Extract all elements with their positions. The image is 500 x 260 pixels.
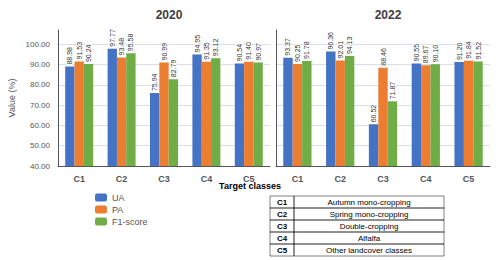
svg-text:93.12: 93.12 xyxy=(212,39,219,57)
svg-text:94.13: 94.13 xyxy=(346,37,353,55)
svg-text:C2: C2 xyxy=(334,174,346,184)
svg-text:90.99: 90.99 xyxy=(161,43,168,61)
svg-text:80.00: 80.00 xyxy=(30,80,51,89)
svg-text:C5: C5 xyxy=(243,174,255,184)
svg-text:91.35: 91.35 xyxy=(203,42,210,60)
svg-text:Double-cropping: Double-cropping xyxy=(340,222,399,231)
svg-text:C4: C4 xyxy=(201,174,213,184)
svg-text:90.97: 90.97 xyxy=(255,43,262,61)
svg-text:90.10: 90.10 xyxy=(432,45,439,63)
svg-text:Target classes: Target classes xyxy=(219,180,281,191)
svg-text:C4: C4 xyxy=(277,234,288,243)
svg-text:Value (%): Value (%) xyxy=(7,79,17,118)
svg-text:C5: C5 xyxy=(463,174,475,184)
svg-text:Other landcover classes: Other landcover classes xyxy=(326,246,412,255)
svg-text:100.00: 100.00 xyxy=(26,40,51,49)
svg-text:92.01: 92.01 xyxy=(337,41,344,59)
svg-text:91.78: 91.78 xyxy=(303,41,310,59)
svg-text:C3: C3 xyxy=(277,222,288,231)
svg-text:88.98: 88.98 xyxy=(66,47,73,65)
svg-text:91.53: 91.53 xyxy=(76,42,83,60)
svg-text:97.77: 97.77 xyxy=(109,29,116,47)
svg-text:PA: PA xyxy=(112,205,123,215)
svg-text:94.95: 94.95 xyxy=(194,35,201,53)
svg-text:91.84: 91.84 xyxy=(465,41,472,59)
svg-text:C1: C1 xyxy=(277,198,288,207)
svg-text:60.52: 60.52 xyxy=(370,105,377,123)
svg-text:C5: C5 xyxy=(277,246,288,255)
svg-text:82.79: 82.79 xyxy=(170,60,177,78)
svg-text:C3: C3 xyxy=(377,174,389,184)
svg-text:F1-score: F1-score xyxy=(112,217,148,227)
svg-text:90.00: 90.00 xyxy=(30,60,51,69)
svg-text:90.24: 90.24 xyxy=(85,44,92,62)
svg-text:C3: C3 xyxy=(158,174,170,184)
svg-text:89.67: 89.67 xyxy=(422,46,429,64)
svg-text:Spring mono-cropping: Spring mono-cropping xyxy=(330,210,409,219)
svg-text:2022: 2022 xyxy=(375,8,402,22)
svg-text:C1: C1 xyxy=(73,174,85,184)
svg-text:C2: C2 xyxy=(277,210,288,219)
svg-text:40.00: 40.00 xyxy=(30,162,51,171)
svg-text:C1: C1 xyxy=(292,174,304,184)
svg-text:Autumn mono-cropping: Autumn mono-cropping xyxy=(327,198,410,207)
svg-text:93.48: 93.48 xyxy=(118,38,125,56)
svg-text:2020: 2020 xyxy=(156,8,183,22)
svg-text:50.00: 50.00 xyxy=(30,141,51,150)
svg-text:75.94: 75.94 xyxy=(151,73,158,91)
svg-text:90.55: 90.55 xyxy=(413,44,420,62)
svg-text:71.87: 71.87 xyxy=(389,82,396,100)
svg-text:93.37: 93.37 xyxy=(284,38,291,56)
svg-text:C2: C2 xyxy=(116,174,128,184)
svg-text:90.54: 90.54 xyxy=(236,44,243,62)
svg-text:88.46: 88.46 xyxy=(380,48,387,66)
svg-text:60.00: 60.00 xyxy=(30,121,51,130)
svg-text:70.00: 70.00 xyxy=(30,101,51,110)
svg-text:91.20: 91.20 xyxy=(456,42,463,60)
svg-text:90.25: 90.25 xyxy=(294,44,301,62)
svg-text:95.58: 95.58 xyxy=(127,34,134,52)
svg-text:Alfalfa: Alfalfa xyxy=(358,234,381,243)
svg-text:91.52: 91.52 xyxy=(475,42,482,60)
svg-text:96.36: 96.36 xyxy=(327,32,334,50)
svg-text:91.40: 91.40 xyxy=(245,42,252,60)
svg-text:UA: UA xyxy=(112,193,125,203)
svg-text:C4: C4 xyxy=(420,174,432,184)
